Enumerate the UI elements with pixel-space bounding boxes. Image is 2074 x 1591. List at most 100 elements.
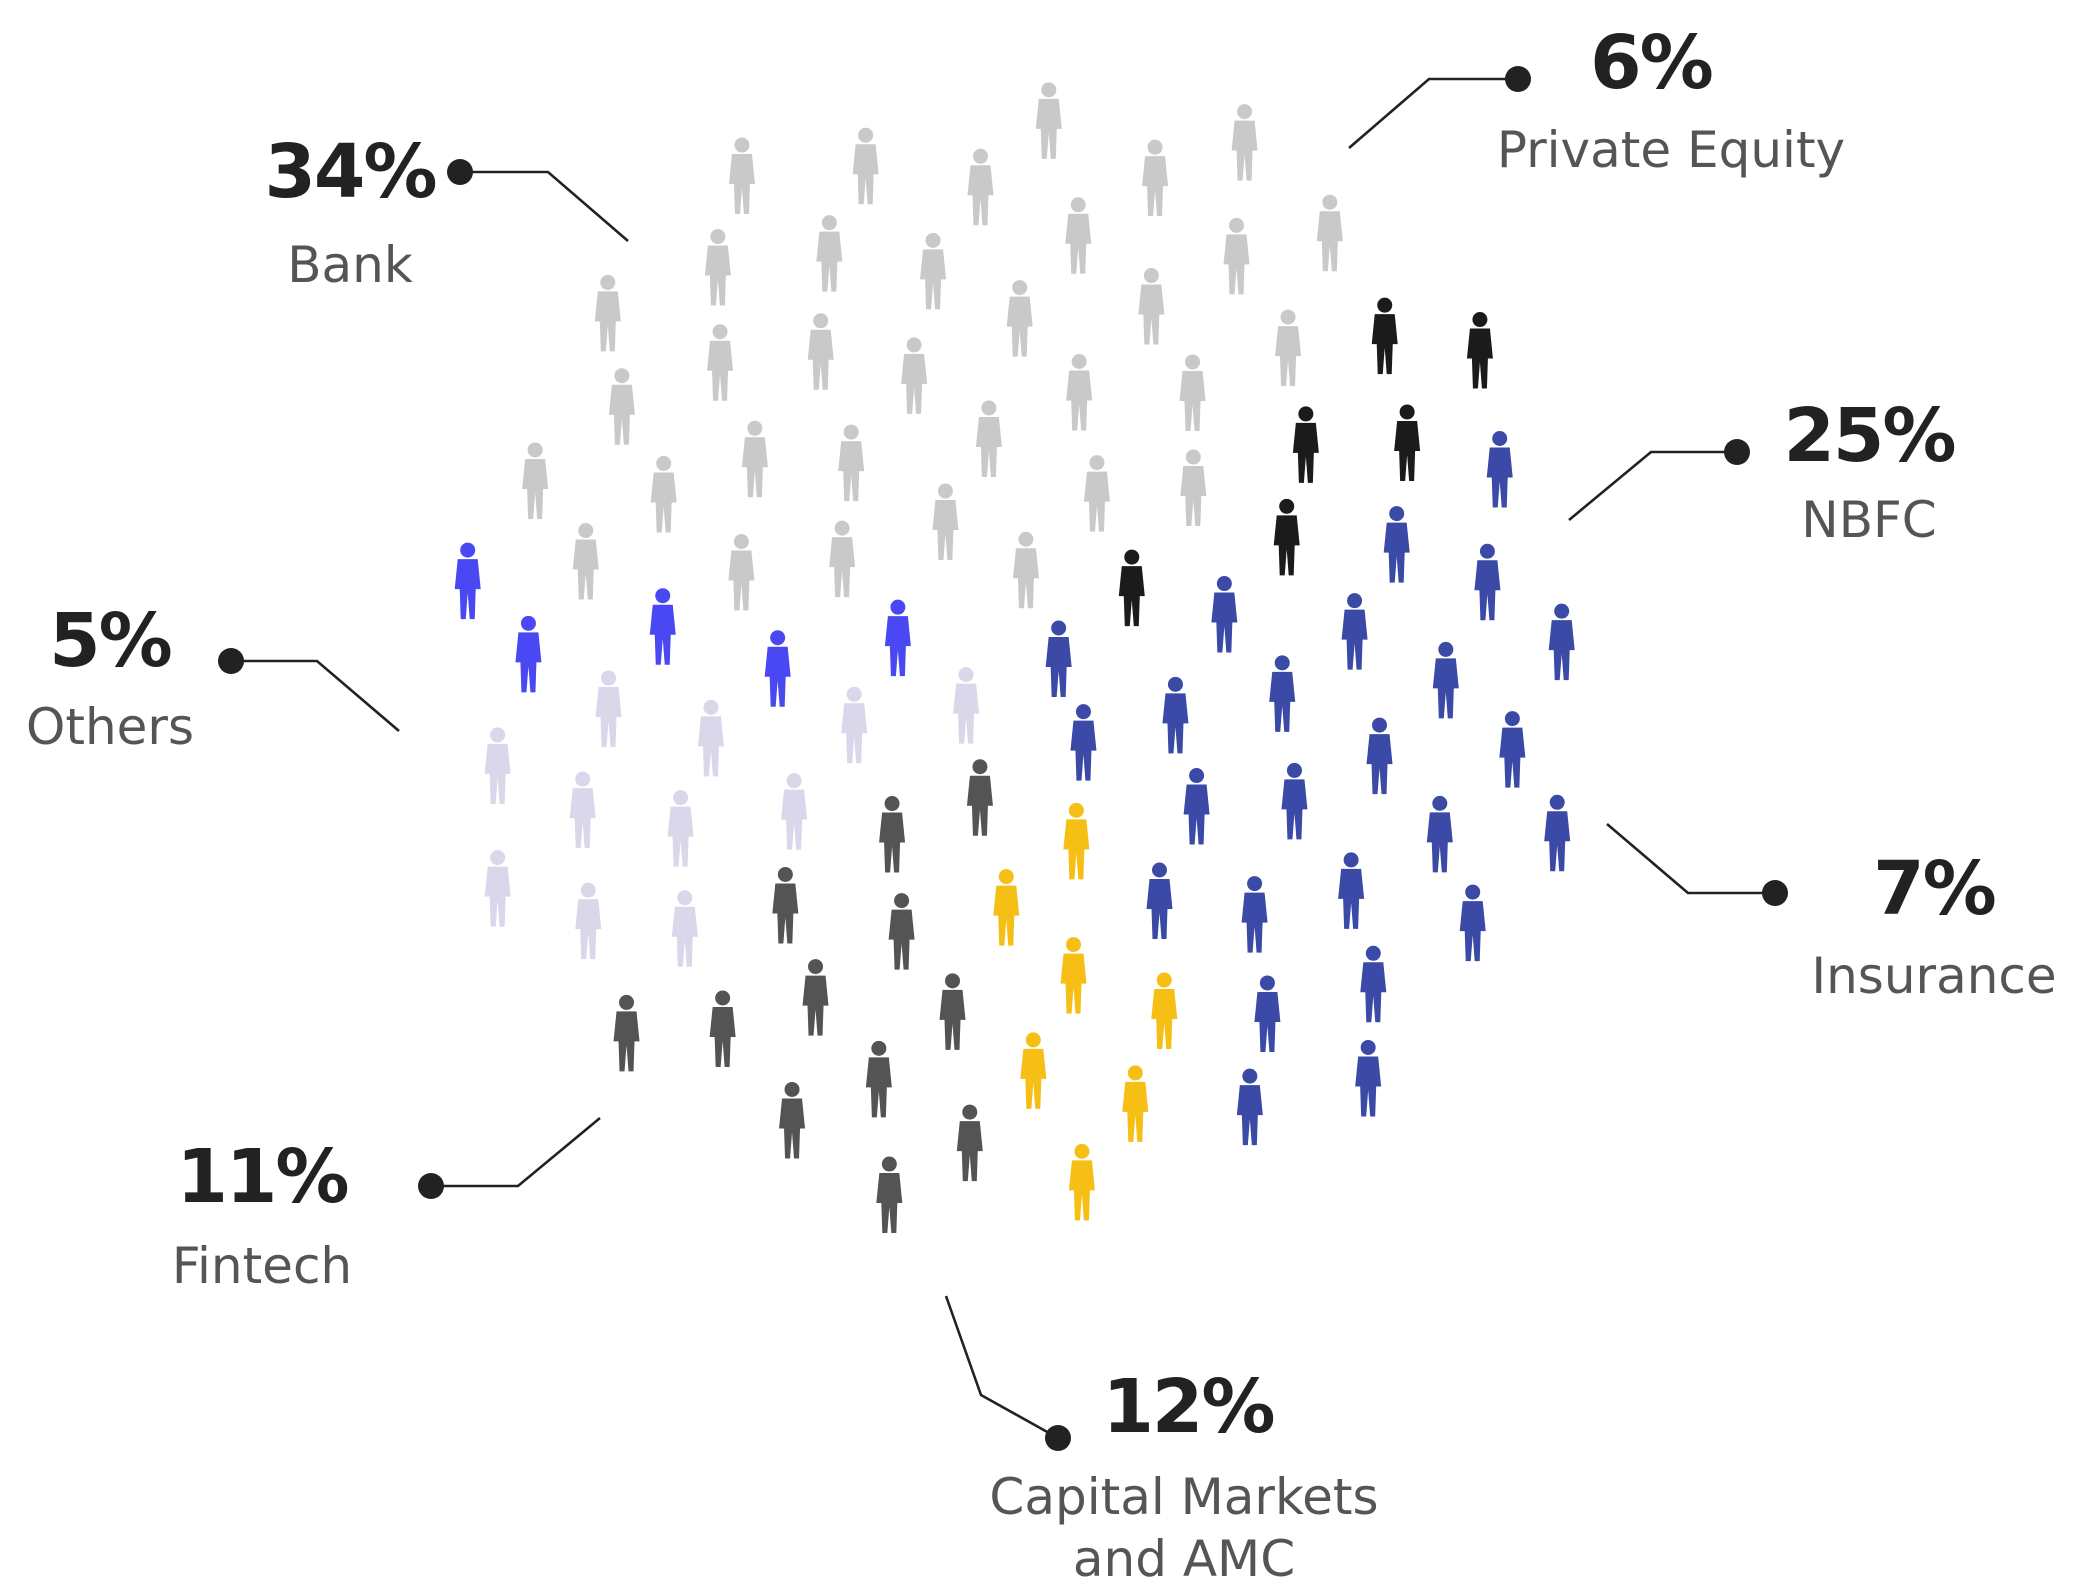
person-head xyxy=(656,455,672,471)
leader-line xyxy=(431,1116,601,1188)
person-body xyxy=(1142,156,1169,217)
person-icon xyxy=(1432,641,1459,719)
person-body xyxy=(515,632,542,693)
person-icon xyxy=(1281,762,1308,840)
person-body xyxy=(1066,370,1093,431)
person-body xyxy=(1151,989,1178,1050)
person-icon xyxy=(1162,676,1189,754)
person-body xyxy=(569,788,596,849)
person-icon xyxy=(1241,876,1268,953)
percent-label: 11% xyxy=(176,1134,349,1220)
person-body xyxy=(802,975,829,1036)
person-body xyxy=(484,743,511,804)
person-head xyxy=(527,442,543,458)
category-label: Bank xyxy=(287,235,413,294)
person-icon xyxy=(966,759,993,836)
person-head xyxy=(1237,104,1253,120)
person-icon xyxy=(1223,217,1250,295)
category-group xyxy=(522,82,1343,611)
person-icon xyxy=(939,973,966,1050)
leader-dot xyxy=(418,1173,444,1199)
person-head xyxy=(1360,1039,1376,1055)
person-head xyxy=(1372,717,1388,733)
person-icon xyxy=(1292,406,1319,483)
person-icon xyxy=(1060,937,1087,1014)
person-head xyxy=(937,483,953,499)
person-icon xyxy=(901,337,928,414)
person-icon xyxy=(697,699,724,777)
person-icon xyxy=(454,542,481,620)
category-group xyxy=(613,759,993,1234)
person-body xyxy=(1466,328,1493,389)
person-icon xyxy=(967,148,994,226)
person-icon xyxy=(807,313,834,390)
category-group xyxy=(484,667,980,967)
person-icon xyxy=(613,994,640,1072)
leader-line xyxy=(1568,450,1737,522)
person-head xyxy=(715,990,731,1006)
person-head xyxy=(575,771,591,787)
person-body xyxy=(1273,515,1300,576)
person-icon xyxy=(1065,197,1092,274)
person-head xyxy=(1025,1032,1041,1048)
person-body xyxy=(920,249,947,310)
person-head xyxy=(1549,794,1565,810)
person-body xyxy=(772,883,799,944)
person-icon xyxy=(1142,139,1169,217)
person-icon xyxy=(1006,280,1033,357)
person-body xyxy=(888,909,915,970)
person-head xyxy=(813,313,829,329)
person-icon xyxy=(1122,1065,1149,1142)
category-group xyxy=(993,802,1178,1221)
person-body xyxy=(1341,609,1368,670)
leader-dot xyxy=(1505,66,1531,92)
person-body xyxy=(852,144,879,205)
person-icon xyxy=(569,771,596,849)
person-body xyxy=(1012,548,1039,609)
category-group xyxy=(454,542,911,707)
person-body xyxy=(884,616,911,677)
person-icon xyxy=(1499,711,1526,788)
person-body xyxy=(1006,296,1033,357)
person-body xyxy=(697,716,724,777)
person-head xyxy=(1070,197,1086,213)
person-body xyxy=(1183,784,1210,845)
person-icon xyxy=(1316,194,1343,272)
person-icon xyxy=(515,615,542,693)
person-body xyxy=(608,384,635,445)
person-body xyxy=(932,500,959,561)
person-head xyxy=(580,882,596,898)
person-body xyxy=(816,231,843,292)
person-icon xyxy=(594,274,621,352)
person-head xyxy=(1018,531,1034,547)
person-body xyxy=(1432,658,1459,719)
percent-label: 34% xyxy=(264,129,437,215)
person-head xyxy=(1185,449,1201,465)
person-head xyxy=(1438,641,1454,657)
person-head xyxy=(1377,297,1393,313)
person-head xyxy=(945,973,961,989)
person-head xyxy=(1365,945,1381,961)
leader-line xyxy=(460,170,629,242)
person-icon xyxy=(649,588,676,665)
person-icon xyxy=(650,455,677,533)
person-body xyxy=(594,291,621,352)
person-head xyxy=(712,324,728,340)
person-icon xyxy=(522,442,549,519)
person-icon xyxy=(953,667,980,744)
person-icon xyxy=(876,1156,903,1234)
person-head xyxy=(981,400,997,416)
person-head xyxy=(1274,655,1290,671)
person-icon xyxy=(1366,717,1393,795)
person-icon xyxy=(1360,945,1387,1023)
person-body xyxy=(1138,284,1165,345)
category-group xyxy=(1118,297,1493,627)
person-body xyxy=(1426,812,1453,873)
percent-label: 7% xyxy=(1873,846,1997,932)
person-head xyxy=(655,588,671,604)
person-head xyxy=(490,850,506,866)
person-head xyxy=(925,232,941,248)
person-head xyxy=(1399,404,1415,420)
person-icon xyxy=(572,523,599,600)
person-body xyxy=(1060,953,1087,1014)
